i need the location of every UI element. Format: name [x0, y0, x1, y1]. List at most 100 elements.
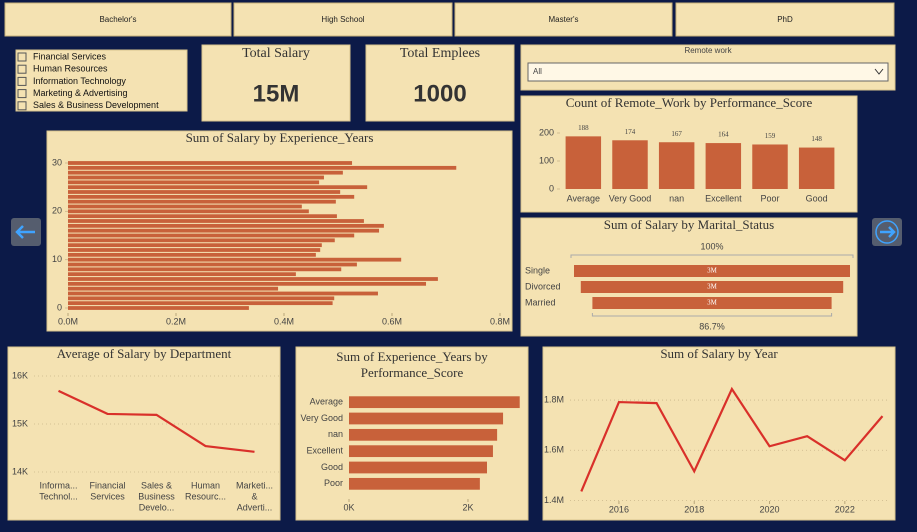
bar — [349, 477, 480, 490]
bar — [68, 286, 279, 291]
x-tick-label: Poor — [760, 193, 779, 203]
x-tick-label: Develo... — [139, 502, 175, 512]
card-value: 15M — [253, 80, 300, 107]
bar — [68, 190, 341, 194]
slicer-item: Sales & Business Development — [33, 100, 159, 110]
bar — [68, 238, 335, 243]
button-bar: Bachelor's High School Master's PhD — [4, 2, 895, 37]
x-tick-label: Human — [191, 480, 220, 490]
bar — [349, 445, 493, 458]
y-tick-label: 14K — [12, 466, 28, 476]
card — [201, 44, 351, 122]
y-tick-label: 200 — [539, 127, 554, 137]
x-tick-label: 2K — [462, 502, 473, 512]
slicer-item: Financial Services — [33, 51, 107, 61]
x-tick-label: Sales & — [141, 480, 172, 490]
chart-title: Count of Remote_Work by Performance_Scor… — [566, 95, 813, 110]
bar — [68, 194, 355, 199]
bar — [349, 428, 498, 441]
dropdown-arrow — [874, 68, 884, 75]
data-label: 159 — [765, 132, 776, 140]
y-tick-label: 1.8M — [544, 394, 564, 404]
filter-button[interactable] — [233, 2, 453, 37]
bar — [68, 165, 457, 170]
arrow-icon — [880, 226, 896, 238]
x-tick-label: 0.2M — [166, 316, 186, 326]
x-tick-label: 2020 — [760, 504, 780, 514]
chart-title: Average of Salary by Department — [57, 346, 232, 361]
bar — [68, 170, 343, 175]
funnel-bar — [592, 297, 832, 309]
y-tick-label: Good — [321, 462, 343, 472]
chart-title: Sum of Experience_Years by Performance_S… — [336, 349, 488, 380]
x-tick-label: Business — [138, 491, 175, 501]
filter-button[interactable] — [4, 2, 232, 37]
x-tick-label: 0K — [343, 502, 354, 512]
x-tick-label: Adverti... — [237, 502, 273, 512]
bar — [68, 277, 438, 281]
x-tick-label: 0.8M — [490, 316, 510, 326]
y-tick-label: 30 — [52, 157, 62, 167]
bar — [68, 262, 357, 267]
y-tick-label: Average — [310, 397, 343, 407]
chart-title-box: Sum of Experience_Years by Performance_S… — [336, 349, 488, 380]
slicer-item: Information Technology — [33, 76, 126, 86]
data-label: 3M — [707, 267, 718, 275]
y-tick-label: Very Good — [300, 413, 343, 423]
button-label: PhD — [777, 15, 793, 24]
data-label: 174 — [625, 128, 636, 136]
arrow-ring — [875, 220, 899, 244]
data-label: 3M — [707, 283, 718, 291]
bar — [68, 214, 337, 219]
bar — [349, 461, 487, 474]
y-tick-label: nan — [328, 429, 343, 439]
x-tick-label: 0.4M — [274, 316, 294, 326]
x-tick-label: Financial — [89, 480, 125, 490]
funnel-bar — [574, 265, 850, 277]
y-tick-label: 0 — [57, 302, 62, 312]
filter-button[interactable] — [675, 2, 895, 37]
dropdown[interactable] — [527, 62, 889, 82]
bar — [68, 209, 309, 214]
data-label: 3M — [707, 299, 718, 307]
bar — [68, 257, 402, 262]
checkbox[interactable] — [17, 52, 27, 62]
checkbox[interactable] — [17, 76, 27, 86]
y-tick-label: Poor — [324, 478, 343, 488]
data-label: 188 — [578, 124, 589, 132]
filter-button[interactable] — [454, 2, 673, 37]
card-title: Total Emplees — [400, 46, 480, 61]
bar — [68, 199, 336, 204]
bar — [798, 147, 835, 189]
bar — [68, 248, 321, 252]
department-slicer — [15, 49, 188, 112]
bar — [68, 185, 368, 190]
chart-title: Sum of Salary by Marital_Status — [604, 217, 774, 232]
bar — [658, 142, 695, 189]
checkbox[interactable] — [17, 64, 27, 74]
funnel-bar — [580, 281, 844, 293]
card — [365, 44, 515, 122]
bar — [612, 140, 648, 189]
x-tick-label: & — [251, 491, 257, 501]
department-items: Financial Services Human Resources Informa… — [17, 51, 159, 111]
bar — [68, 272, 296, 277]
bar — [349, 412, 504, 425]
chart-panel — [542, 346, 896, 521]
y-tick-label: 1.6M — [544, 445, 564, 455]
bar — [565, 136, 602, 189]
line — [58, 389, 255, 453]
checkbox[interactable] — [17, 101, 27, 111]
button-label: High School — [321, 15, 364, 24]
bar — [68, 291, 378, 296]
data-label: 167 — [671, 130, 682, 138]
bar — [68, 219, 364, 223]
x-tick-label: Informa... — [39, 480, 77, 490]
bar — [68, 223, 384, 228]
checkbox[interactable] — [17, 89, 27, 99]
category-label: Single — [525, 265, 550, 275]
bar — [68, 301, 333, 306]
bar — [752, 144, 788, 189]
chart-title: Sum of Salary by Experience_Years — [186, 130, 374, 145]
